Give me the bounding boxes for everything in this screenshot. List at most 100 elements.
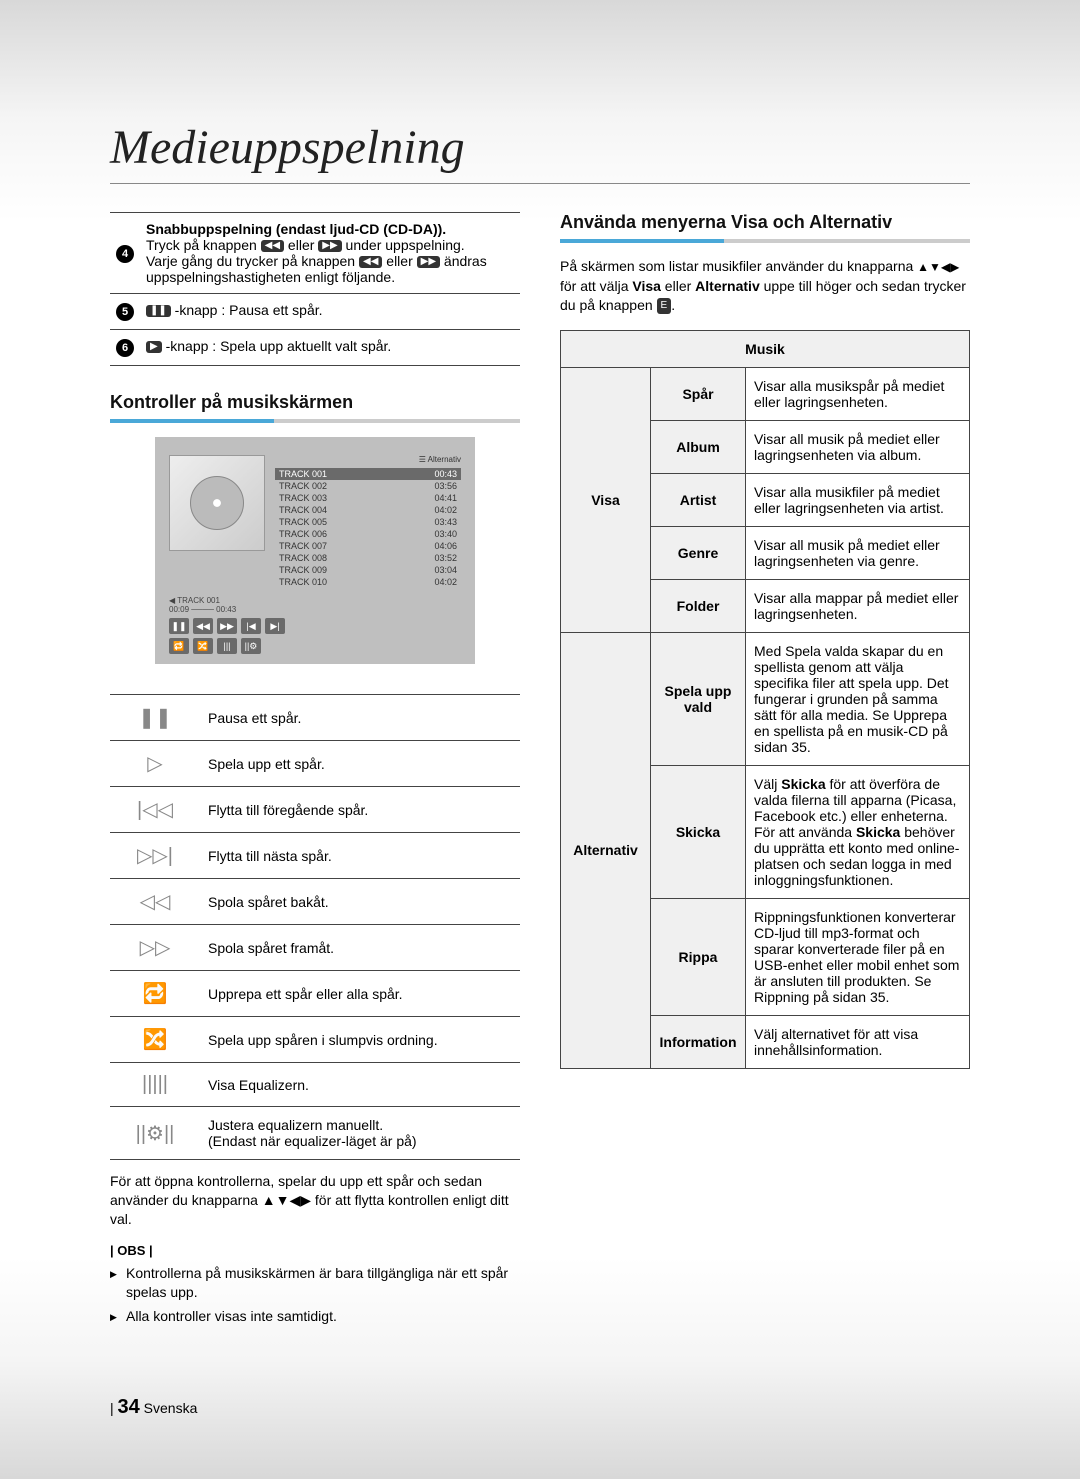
obs-list: Kontrollerna på musikskärmen är bara til… bbox=[110, 1264, 520, 1327]
menu-desc: Visar all musik på mediet eller lagrings… bbox=[746, 526, 970, 579]
menu-subitem: Genre bbox=[651, 526, 746, 579]
right-column: Använda menyerna Visa och Alternativ På … bbox=[560, 212, 970, 1332]
menu-desc: Visar alla musikspår på mediet eller lag… bbox=[746, 367, 970, 420]
menu-subitem: Spela upp vald bbox=[651, 632, 746, 765]
table-row: |||||Visa Equalizern. bbox=[110, 1063, 520, 1107]
music-screen-mock: ☰ Alternativ TRACK 00100:43TRACK 00203:5… bbox=[155, 437, 475, 664]
forward-icon: ▶▶ bbox=[217, 618, 237, 634]
numbered-table: 4 Snabbuppspelning (endast ljud-CD (CD-D… bbox=[110, 212, 520, 366]
menu-category: Alternativ bbox=[561, 632, 651, 1068]
playback-desc: Upprepa ett spår eller alla spår. bbox=[200, 971, 520, 1017]
playback-icon: 🔀 bbox=[110, 1017, 200, 1063]
playback-icon: |◁◁ bbox=[110, 787, 200, 833]
album-cover bbox=[169, 455, 265, 551]
pause-icon: ❚❚ bbox=[169, 618, 189, 634]
step-number-5: 5 bbox=[116, 303, 134, 321]
section-rule bbox=[560, 239, 970, 243]
intro-paragraph: På skärmen som listar musikfiler använde… bbox=[560, 257, 970, 316]
forward-icon: ▶▶ bbox=[417, 256, 440, 268]
table-row: 4 Snabbuppspelning (endast ljud-CD (CD-D… bbox=[110, 213, 520, 294]
prev-icon: |◀ bbox=[241, 618, 261, 634]
text: för att välja bbox=[560, 278, 632, 294]
page: Medieuppspelning 4 Snabbuppspelning (end… bbox=[0, 0, 1080, 1392]
track-row: TRACK 00503:43 bbox=[275, 516, 461, 528]
control-bar: ❚❚ ◀◀ ▶▶ |◀ ▶| bbox=[169, 618, 461, 634]
menu-subitem: Spår bbox=[651, 367, 746, 420]
text: Tryck på knappen bbox=[146, 237, 261, 253]
playback-icon: ▷▷ bbox=[110, 925, 200, 971]
options-label: ☰ Alternativ bbox=[275, 455, 461, 464]
rewind-icon: ◀◀ bbox=[261, 240, 284, 252]
shuffle-icon: 🔀 bbox=[193, 638, 213, 654]
track-list: ☰ Alternativ TRACK 00100:43TRACK 00203:5… bbox=[275, 455, 461, 588]
playback-icon: ▷▷| bbox=[110, 833, 200, 879]
playback-desc: Flytta till nästa spår. bbox=[200, 833, 520, 879]
menu-subitem: Folder bbox=[651, 579, 746, 632]
section-rule bbox=[110, 419, 520, 423]
menu-subitem: Rippa bbox=[651, 898, 746, 1015]
track-row: TRACK 00404:02 bbox=[275, 504, 461, 516]
text: eller bbox=[382, 253, 416, 269]
list-item: Alla kontroller visas inte samtidigt. bbox=[110, 1307, 520, 1326]
page-footer: | 34 Svenska bbox=[110, 1396, 197, 1419]
track-row: TRACK 00304:41 bbox=[275, 492, 461, 504]
table-row: ▷▷Spola spåret framåt. bbox=[110, 925, 520, 971]
track-row: TRACK 00203:56 bbox=[275, 480, 461, 492]
track-row: TRACK 00704:06 bbox=[275, 540, 461, 552]
table-row: ▷▷|Flytta till nästa spår. bbox=[110, 833, 520, 879]
playback-desc: Spola spåret framåt. bbox=[200, 925, 520, 971]
menu-subitem: Album bbox=[651, 420, 746, 473]
menu-desc: Visar alla mappar på mediet eller lagrin… bbox=[746, 579, 970, 632]
menu-desc: Visar alla musikfiler på mediet eller la… bbox=[746, 473, 970, 526]
menu-desc: Välj Skicka för att överföra de valda fi… bbox=[746, 765, 970, 898]
note-paragraph: För att öppna kontrollerna, spelar du up… bbox=[110, 1172, 520, 1229]
step-4-line1: Tryck på knappen ◀◀ eller ▶▶ under uppsp… bbox=[146, 237, 514, 253]
playback-icon: ❚❚ bbox=[110, 695, 200, 741]
step-4-line2: Varje gång du trycker på knappen ◀◀ elle… bbox=[146, 253, 514, 285]
play-icon: ▶ bbox=[146, 341, 162, 353]
text: -knapp : Pausa ett spår. bbox=[175, 302, 323, 318]
menu-category: Visa bbox=[561, 367, 651, 632]
page-title: Medieuppspelning bbox=[110, 120, 970, 184]
step-4-cell: Snabbuppspelning (endast ljud-CD (CD-DA)… bbox=[140, 213, 520, 294]
alternativ-label: Alternativ bbox=[695, 278, 760, 294]
playback-icon: ||||| bbox=[110, 1063, 200, 1107]
playback-desc: Pausa ett spår. bbox=[200, 695, 520, 741]
section-heading-menus: Använda menyerna Visa och Alternativ bbox=[560, 212, 970, 233]
menu-subitem: Information bbox=[651, 1015, 746, 1068]
disc-icon bbox=[190, 476, 244, 530]
playback-desc: Spela upp ett spår. bbox=[200, 741, 520, 787]
pause-icon: ❚❚ bbox=[146, 305, 171, 317]
control-bar-2: 🔁 🔀 ||| ||⚙ bbox=[169, 638, 461, 654]
footer-language: Svenska bbox=[144, 1400, 198, 1416]
page-number: 34 bbox=[118, 1396, 140, 1418]
menu-subitem: Skicka bbox=[651, 765, 746, 898]
track-row: TRACK 00100:43 bbox=[275, 468, 461, 480]
menu-subitem: Artist bbox=[651, 473, 746, 526]
enter-icon: E bbox=[657, 298, 672, 314]
step-number-6: 6 bbox=[116, 339, 134, 357]
equalizer-settings-icon: ||⚙ bbox=[241, 638, 261, 654]
playback-icon-table: ❚❚Pausa ett spår.▷Spela upp ett spår.|◁◁… bbox=[110, 694, 520, 1160]
step-number-4: 4 bbox=[116, 245, 134, 263]
left-column: 4 Snabbuppspelning (endast ljud-CD (CD-D… bbox=[110, 212, 520, 1332]
visa-label: Visa bbox=[632, 278, 661, 294]
table-row: ❚❚Pausa ett spår. bbox=[110, 695, 520, 741]
playback-icon: ▷ bbox=[110, 741, 200, 787]
menu-desc: Visar all musik på mediet eller lagrings… bbox=[746, 420, 970, 473]
now-playing-track: ◀ TRACK 001 bbox=[169, 596, 220, 605]
table-row: |◁◁Flytta till föregående spår. bbox=[110, 787, 520, 833]
menu-table-header: Musik bbox=[561, 330, 970, 367]
table-row: 🔀Spela upp spåren i slumpvis ordning. bbox=[110, 1017, 520, 1063]
track-row: TRACK 01004:02 bbox=[275, 576, 461, 588]
menu-desc: Rippningsfunktionen konverterar CD-ljud … bbox=[746, 898, 970, 1015]
next-icon: ▶| bbox=[265, 618, 285, 634]
step-5-cell: ❚❚ -knapp : Pausa ett spår. bbox=[140, 294, 520, 330]
step-4-heading: Snabbuppspelning (endast ljud-CD (CD-DA)… bbox=[146, 221, 514, 237]
table-row: ▷Spela upp ett spår. bbox=[110, 741, 520, 787]
playback-icon: 🔁 bbox=[110, 971, 200, 1017]
playback-desc: Spola spåret bakåt. bbox=[200, 879, 520, 925]
rewind-icon: ◀◀ bbox=[359, 256, 382, 268]
table-row: ||⚙||Justera equalizern manuellt. (Endas… bbox=[110, 1107, 520, 1160]
playback-desc: Flytta till föregående spår. bbox=[200, 787, 520, 833]
